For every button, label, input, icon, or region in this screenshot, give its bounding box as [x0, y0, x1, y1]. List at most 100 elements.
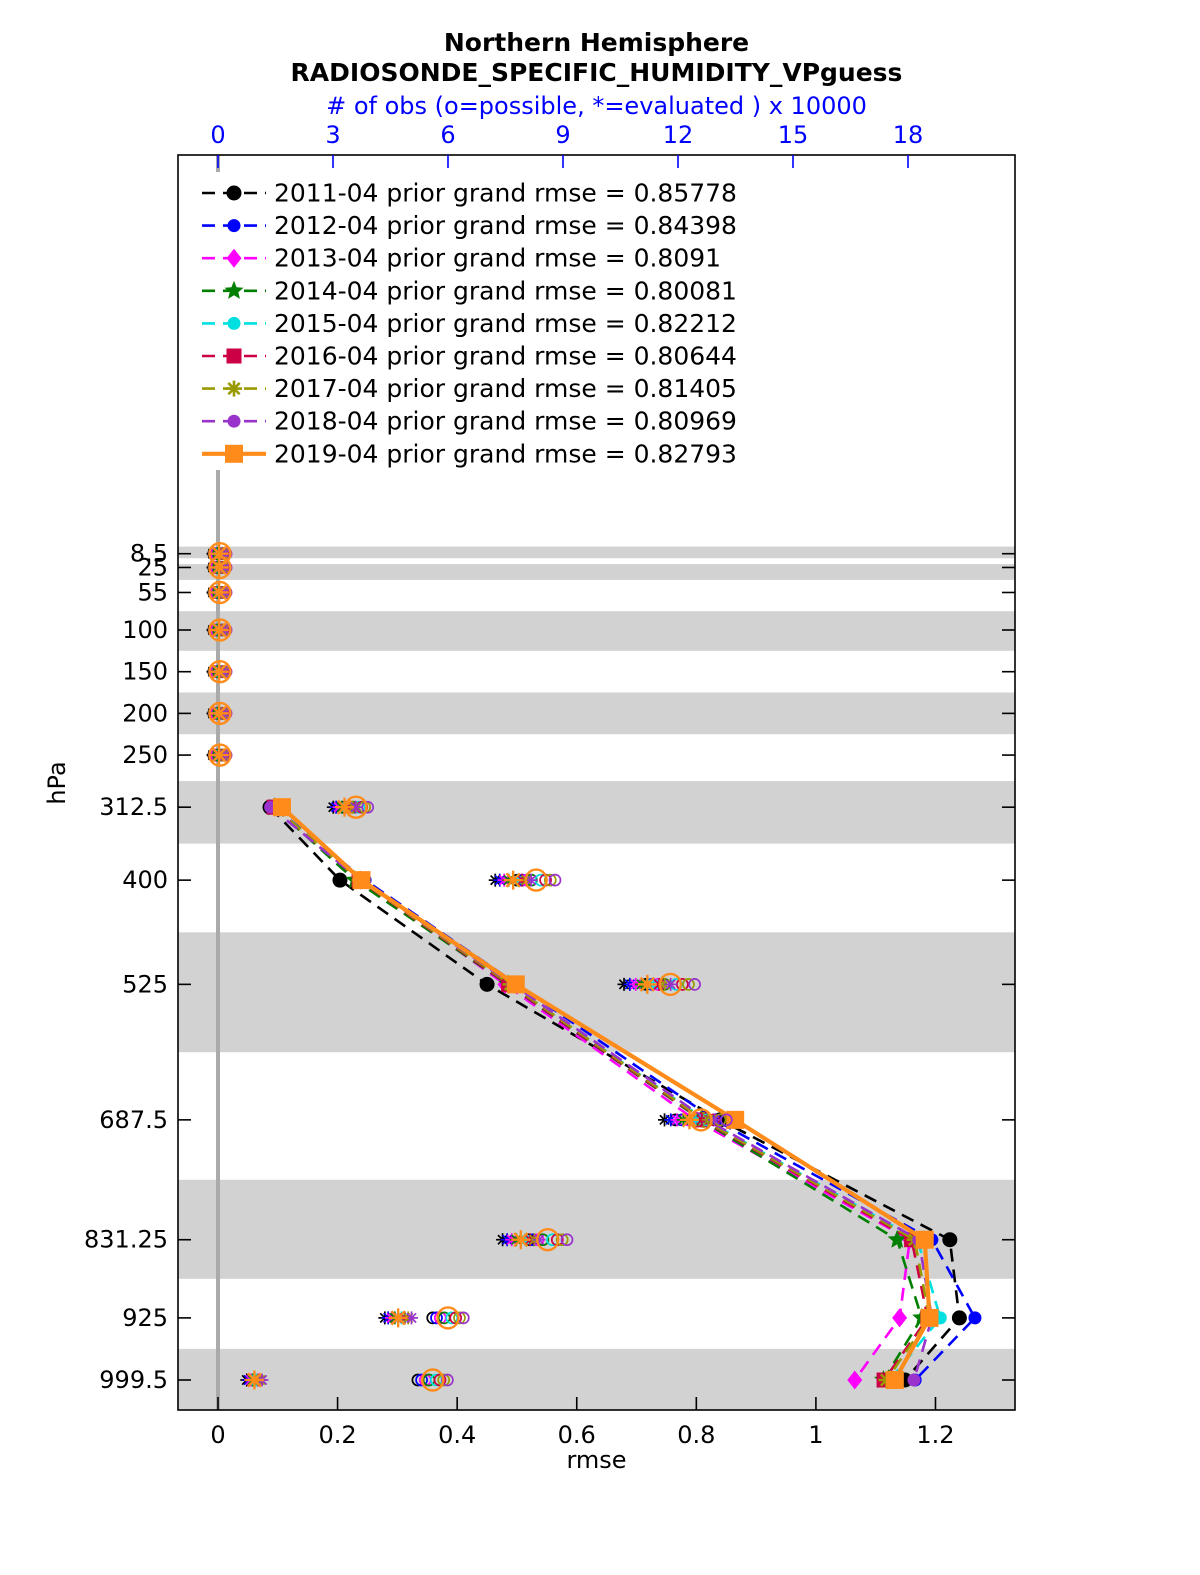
legend-label: 2014-04 prior grand rmse = 0.80081	[274, 276, 737, 305]
y-tick-label: 25	[137, 553, 168, 581]
evaluated-obs-marker	[681, 1112, 698, 1128]
rmse-line	[273, 806, 912, 1381]
data-point-marker	[227, 219, 241, 233]
data-point-marker	[224, 280, 244, 299]
rmse-line	[269, 806, 934, 1381]
chart-title: Northern Hemisphere	[443, 28, 750, 57]
evaluated-obs-marker	[350, 801, 361, 813]
legend-entry: 2012-04 prior grand rmse = 0.84398	[202, 211, 737, 240]
legend-entry: 2013-04 prior grand rmse = 0.8091	[202, 244, 721, 273]
obs-tick-label: 15	[778, 121, 809, 149]
obs-tick-label: 18	[893, 121, 924, 149]
legend-label: 2012-04 prior grand rmse = 0.84398	[274, 211, 737, 240]
possible-obs-marker	[536, 1227, 560, 1252]
evaluated-obs-marker	[211, 584, 227, 601]
y-tick-label: 831.25	[84, 1226, 168, 1254]
y-tick-label: 55	[137, 578, 168, 606]
evaluated-obs-marker	[513, 1232, 529, 1248]
series-lines	[262, 797, 982, 1390]
data-point-marker	[226, 348, 242, 364]
possible-obs-marker	[421, 1368, 445, 1392]
legend-label: 2016-04 prior grand rmse = 0.80644	[274, 342, 737, 371]
possible-obs-marker	[436, 1306, 460, 1330]
y-tick-label: 525	[122, 970, 168, 998]
evaluated-obs-marker	[336, 799, 353, 815]
possible-obs-marker	[415, 1373, 428, 1387]
possible-obs-marker	[688, 978, 701, 991]
data-point-marker	[227, 316, 241, 330]
x-tick-label: 0.4	[438, 1421, 476, 1449]
possible-obs-marker	[208, 618, 232, 642]
obs-axis-title: # of obs (o=possible, *=evaluated ) x 10…	[326, 92, 867, 120]
possible-obs-marker	[441, 1373, 454, 1387]
data-point-marker	[951, 1310, 967, 1326]
y-tick-label: 687.5	[99, 1106, 168, 1134]
x-tick-label: 0.8	[677, 1421, 715, 1449]
possible-obs-marker	[437, 1373, 451, 1387]
shaded-band	[178, 546, 1015, 559]
data-point-marker	[892, 1308, 908, 1328]
data-point-marker	[352, 871, 371, 890]
data-point-marker	[907, 1373, 921, 1387]
data-point-marker	[226, 248, 242, 268]
evaluated-obs-marker	[533, 1234, 545, 1245]
possible-obs-marker	[208, 580, 232, 605]
evaluated-obs-marker	[525, 874, 537, 886]
obs-tick-label: 0	[210, 121, 225, 149]
y-tick-label: 100	[122, 616, 168, 644]
data-point-marker	[942, 1232, 958, 1248]
legend-label: 2019-04 prior grand rmse = 0.82793	[274, 439, 737, 468]
zero-obs-line	[216, 155, 220, 1410]
rmse-line	[280, 805, 932, 1382]
evaluated-obs-marker	[211, 622, 227, 638]
y-tick-label: 400	[122, 866, 168, 894]
data-point-marker	[920, 1308, 939, 1327]
possible-obs-marker	[524, 868, 548, 892]
y-tick-label: 8.5	[130, 540, 168, 568]
x-tick-label: 0.2	[318, 1421, 356, 1449]
legend-entry: 2014-04 prior grand rmse = 0.80081	[202, 276, 737, 305]
y-tick-label: 200	[122, 699, 168, 727]
x-tick-label: 0.6	[558, 1421, 596, 1449]
evaluated-obs-marker	[211, 559, 227, 576]
legend-entry: 2015-04 prior grand rmse = 0.82212	[202, 309, 737, 338]
possible-obs-marker	[361, 800, 375, 814]
evaluated-obs-marker	[211, 705, 227, 721]
legend-label: 2011-04 prior grand rmse = 0.85778	[274, 179, 737, 208]
possible-obs-marker	[208, 701, 232, 726]
series-2019-04	[272, 798, 939, 1390]
evaluated-obs-marker	[227, 382, 241, 396]
possible-obs-marker	[208, 555, 232, 580]
x-tick-label: 1	[808, 1421, 823, 1449]
evaluated-obs-marker	[639, 976, 655, 992]
y-tick-label: 250	[122, 741, 168, 769]
possible-obs-marker	[543, 873, 557, 887]
x-axis-label: rmse	[566, 1446, 627, 1474]
data-point-marker	[272, 798, 291, 817]
evaluated-obs-marker	[211, 747, 227, 763]
shaded-band	[178, 611, 1015, 651]
data-point-marker	[726, 1110, 745, 1129]
obs-tick-label: 3	[325, 121, 340, 149]
evaluated-obs-marker	[505, 872, 521, 888]
possible-obs-marker	[658, 972, 682, 997]
evaluated-obs-marker	[211, 664, 227, 680]
data-point-marker	[479, 976, 495, 992]
legend-label: 2018-04 prior grand rmse = 0.80969	[274, 407, 737, 436]
obs-tick-label: 6	[440, 121, 455, 149]
possible-obs-marker	[208, 743, 232, 767]
data-point-marker	[968, 1311, 982, 1325]
data-point-marker	[332, 872, 348, 888]
y-tick-label: 150	[122, 658, 168, 686]
data-point-marker	[885, 1371, 904, 1390]
obs-tick-label: 9	[555, 121, 570, 149]
legend-entry: 2016-04 prior grand rmse = 0.80644	[202, 342, 737, 371]
possible-obs-marker	[560, 1233, 574, 1247]
legend: 2011-04 prior grand rmse = 0.85778 2012-0…	[190, 172, 738, 470]
data-point-marker	[225, 444, 243, 463]
shaded-band	[178, 564, 1015, 580]
chart-subtitle: RADIOSONDE_SPECIFIC_HUMIDITY_VPguess	[290, 58, 903, 87]
